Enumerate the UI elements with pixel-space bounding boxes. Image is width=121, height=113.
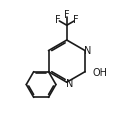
Text: F: F [64, 10, 70, 20]
Text: N: N [84, 46, 91, 55]
Text: F: F [54, 15, 60, 25]
Text: F: F [73, 15, 79, 25]
Text: OH: OH [92, 67, 107, 77]
Text: N: N [66, 78, 73, 88]
